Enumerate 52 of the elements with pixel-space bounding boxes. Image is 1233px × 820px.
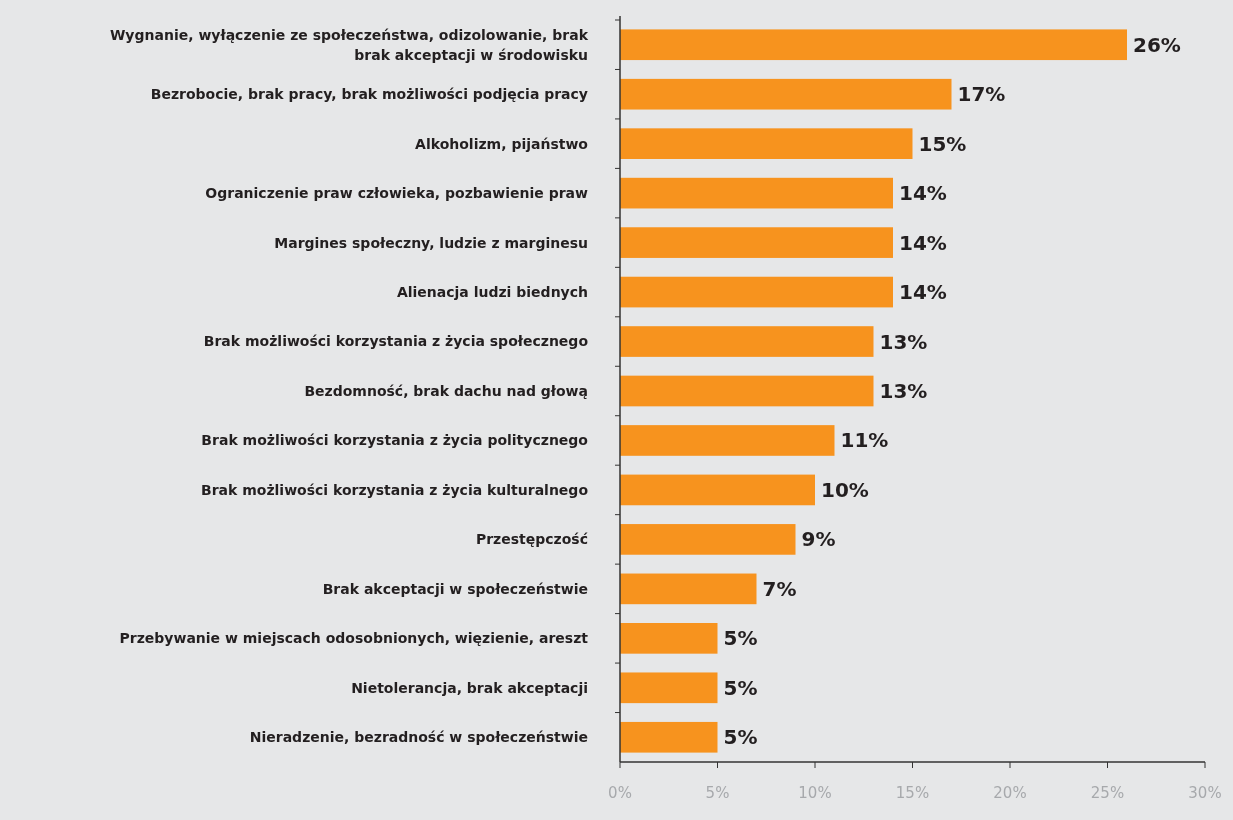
bar [620, 425, 835, 456]
x-tick-label: 25% [1090, 784, 1125, 802]
bar [620, 128, 913, 159]
x-tick-label: 30% [1188, 784, 1222, 802]
data-label: 5% [723, 626, 758, 651]
bar [620, 78, 952, 110]
data-label: 14% [899, 280, 947, 305]
y-tick-label: Bezdomność, brak dachu nad głową [304, 382, 588, 399]
data-label: 15% [918, 131, 967, 156]
y-tick-label: Przebywanie w miejscach odosobnionych, więzienie, areszt [119, 630, 589, 647]
bar [620, 29, 1127, 61]
x-tick-label: 5% [705, 784, 730, 802]
data-label: 11% [840, 428, 889, 453]
y-tick-label: Bezrobocie, brak pracy, brak możliwości podjęcia pracy [150, 86, 588, 103]
y-tick-label: Brak możliwości korzystania z życia politycznego [201, 432, 589, 449]
bar [620, 375, 874, 407]
bar [620, 177, 893, 209]
x-tick-label: 15% [895, 784, 930, 802]
bar [620, 326, 874, 357]
y-tick-label: Przestępczość [475, 531, 588, 548]
y-tick-label: Wygnanie, wyłączenie ze społeczeństwa, odizolowanie, brak brak akceptacji w środowisku [109, 26, 589, 63]
data-label: 14% [899, 230, 947, 255]
y-tick-label: Nieradzenie, bezradność w społeczeństwie [249, 729, 588, 746]
data-label: 13% [879, 329, 928, 354]
x-tick-label: 20% [993, 784, 1027, 802]
data-label: 13% [879, 379, 928, 403]
y-tick-label: Margines społeczny, ludzie z marginesu [274, 234, 588, 251]
y-tick-label: Brak możliwości korzystania z życia kulturalnego [200, 481, 589, 498]
data-label: 7% [762, 576, 797, 601]
y-tick-label: Brak możliwości korzystania z życia społecznego [203, 333, 589, 350]
bar [620, 721, 718, 753]
data-label: 26% [1133, 32, 1181, 57]
y-tick-label: Ograniczenie praw człowieka, pozbawienie praw [205, 185, 589, 202]
bar [620, 227, 893, 258]
data-label: 5% [723, 675, 758, 700]
data-label: 9% [801, 527, 836, 552]
data-label: 5% [723, 725, 758, 750]
data-label: 17% [957, 82, 1006, 107]
bar [620, 672, 718, 704]
data-label: 14% [899, 181, 947, 206]
y-tick-label: Alkoholizm, pijaństwo [415, 135, 589, 152]
x-tick-label: 10% [798, 784, 832, 802]
bar [620, 623, 718, 654]
x-tick-label: 0% [608, 784, 632, 802]
y-tick-label: Nietolerancja, brak akceptacji [351, 679, 588, 696]
y-tick-label: Brak akceptacji w społeczeństwie [322, 580, 588, 597]
bar [620, 524, 796, 555]
bar [620, 276, 893, 308]
y-tick-label: Alienacja ludzi biednych [396, 283, 588, 300]
data-label: 10% [821, 477, 869, 502]
bar [620, 474, 815, 506]
bar [620, 573, 757, 605]
